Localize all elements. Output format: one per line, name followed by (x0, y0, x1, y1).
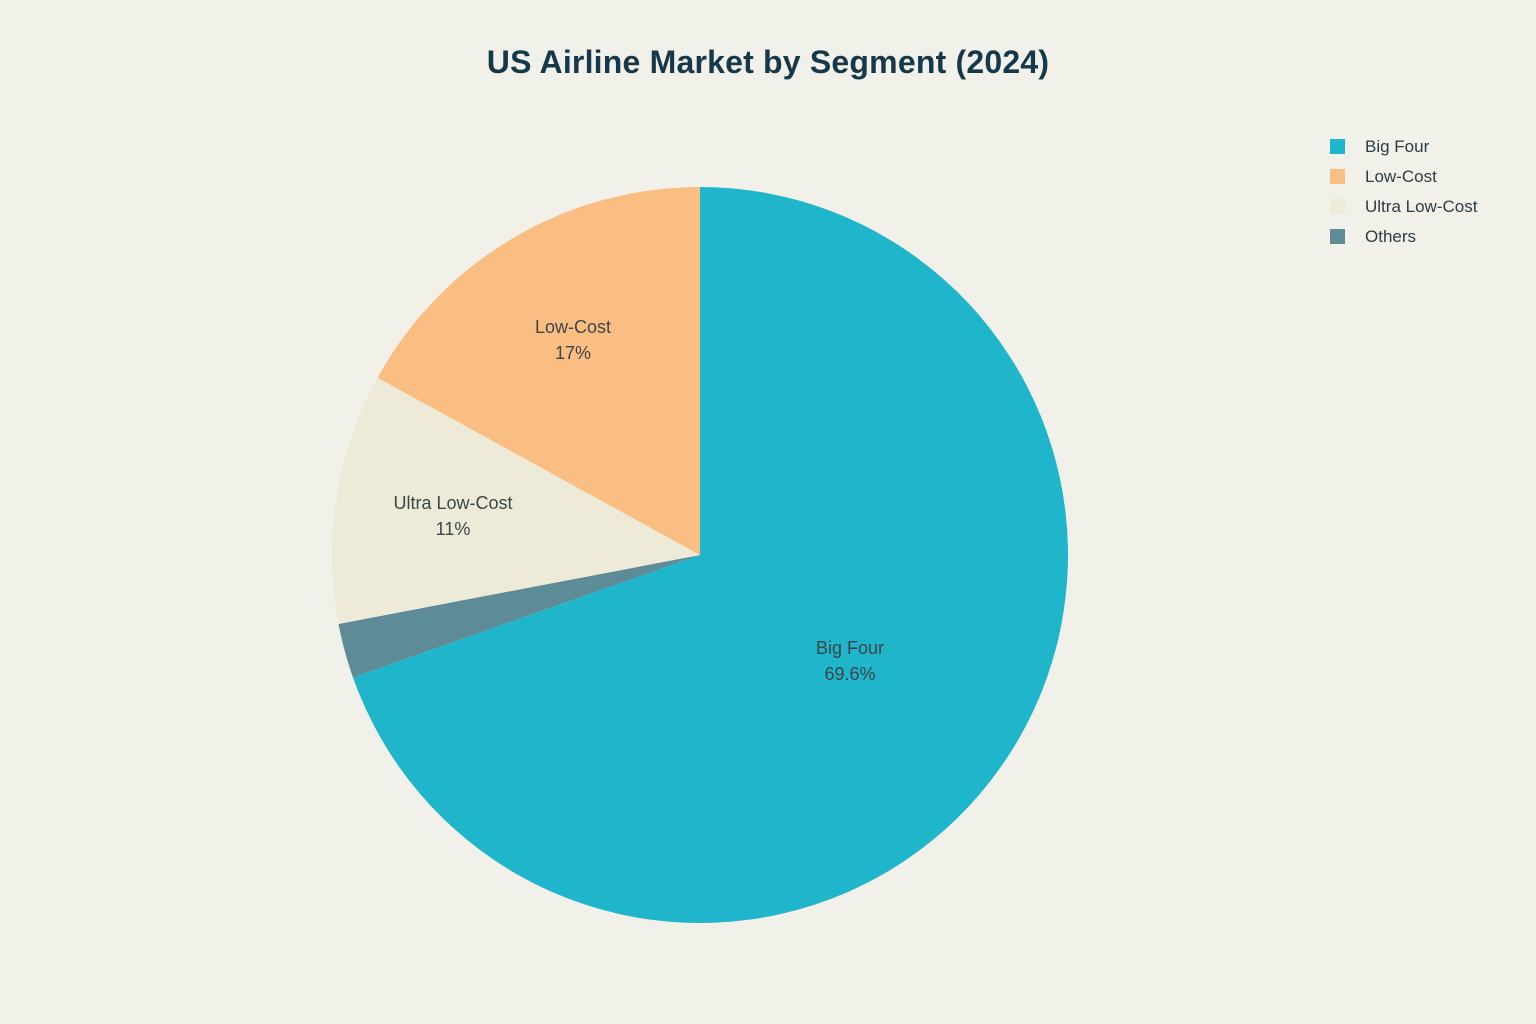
pie-slice-others[interactable] (338, 555, 700, 678)
legend-label-others: Others (1365, 226, 1417, 246)
legend-item-ultra-low-cost[interactable]: Ultra Low-Cost (1330, 196, 1477, 217)
pie-slice-ultra-low-cost[interactable] (332, 377, 700, 624)
legend-swatch-low-cost (1330, 169, 1345, 184)
legend: Big Four Low-Cost Ultra Low-Cost Others (1330, 136, 1477, 247)
legend-label-low-cost: Low-Cost (1365, 166, 1437, 186)
pie-slice-low-cost[interactable] (377, 187, 700, 555)
legend-label-big-four: Big Four (1365, 136, 1430, 156)
legend-swatch-others (1330, 229, 1345, 244)
legend-label-ultra-low-cost: Ultra Low-Cost (1365, 196, 1478, 216)
legend-item-low-cost[interactable]: Low-Cost (1330, 166, 1477, 187)
legend-swatch-ultra-low-cost (1330, 199, 1345, 214)
legend-item-others[interactable]: Others (1330, 226, 1477, 247)
legend-item-big-four[interactable]: Big Four (1330, 136, 1477, 157)
pie-slice-big-four[interactable] (352, 187, 1068, 923)
chart-title: US Airline Market by Segment (2024) (486, 44, 1050, 80)
legend-swatch-big-four (1330, 139, 1345, 154)
